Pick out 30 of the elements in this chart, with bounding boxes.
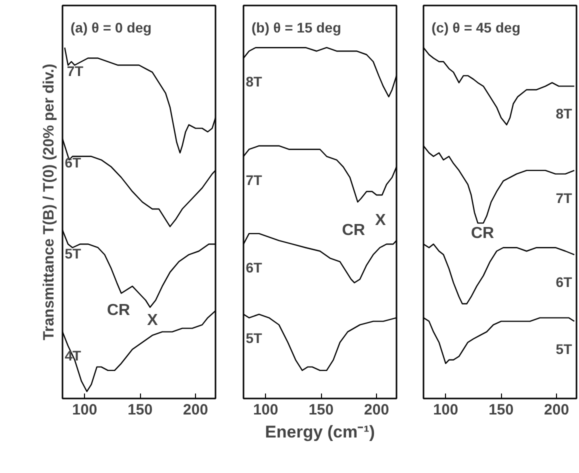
chart-title: (a) θ = 0 deg [70, 20, 152, 36]
x-tick-label: 200 [544, 402, 570, 418]
x-tick-label: 150 [308, 402, 334, 418]
x-tick-label: 150 [128, 402, 153, 418]
series-label: 6T [556, 274, 573, 290]
x-tick-label: 100 [253, 402, 278, 418]
series-label: 7T [66, 63, 84, 80]
series-label: 6T [64, 154, 82, 170]
annotation: CR [106, 302, 130, 319]
chart-title: (b) θ = 15 deg [252, 20, 342, 36]
series-label: 6T [246, 260, 263, 276]
y-axis-title: Transmittance T(B) / T(0) (20% per div.) [40, 64, 58, 340]
series-label: 8T [556, 106, 573, 122]
series-label: 5T [64, 246, 82, 262]
series-label: 7T [556, 190, 573, 206]
annotation: X [375, 212, 386, 229]
annotation: X [147, 312, 158, 329]
series-label: 7T [246, 172, 263, 188]
x-axis-title: Energy (cm⁻¹) [265, 422, 375, 442]
series-label: 5T [556, 340, 573, 357]
chart-title: (c) θ = 45 deg [432, 20, 520, 36]
x-tick-label: 150 [488, 402, 514, 418]
series-label: 8T [246, 74, 263, 90]
series-label: 5T [246, 330, 263, 346]
x-tick-label: 100 [433, 402, 458, 418]
x-tick-label: 200 [364, 402, 390, 418]
x-tick-label: 100 [72, 402, 98, 418]
annotation: CR [470, 225, 494, 242]
annotation: CR [342, 222, 366, 239]
x-tick-label: 200 [183, 402, 208, 418]
